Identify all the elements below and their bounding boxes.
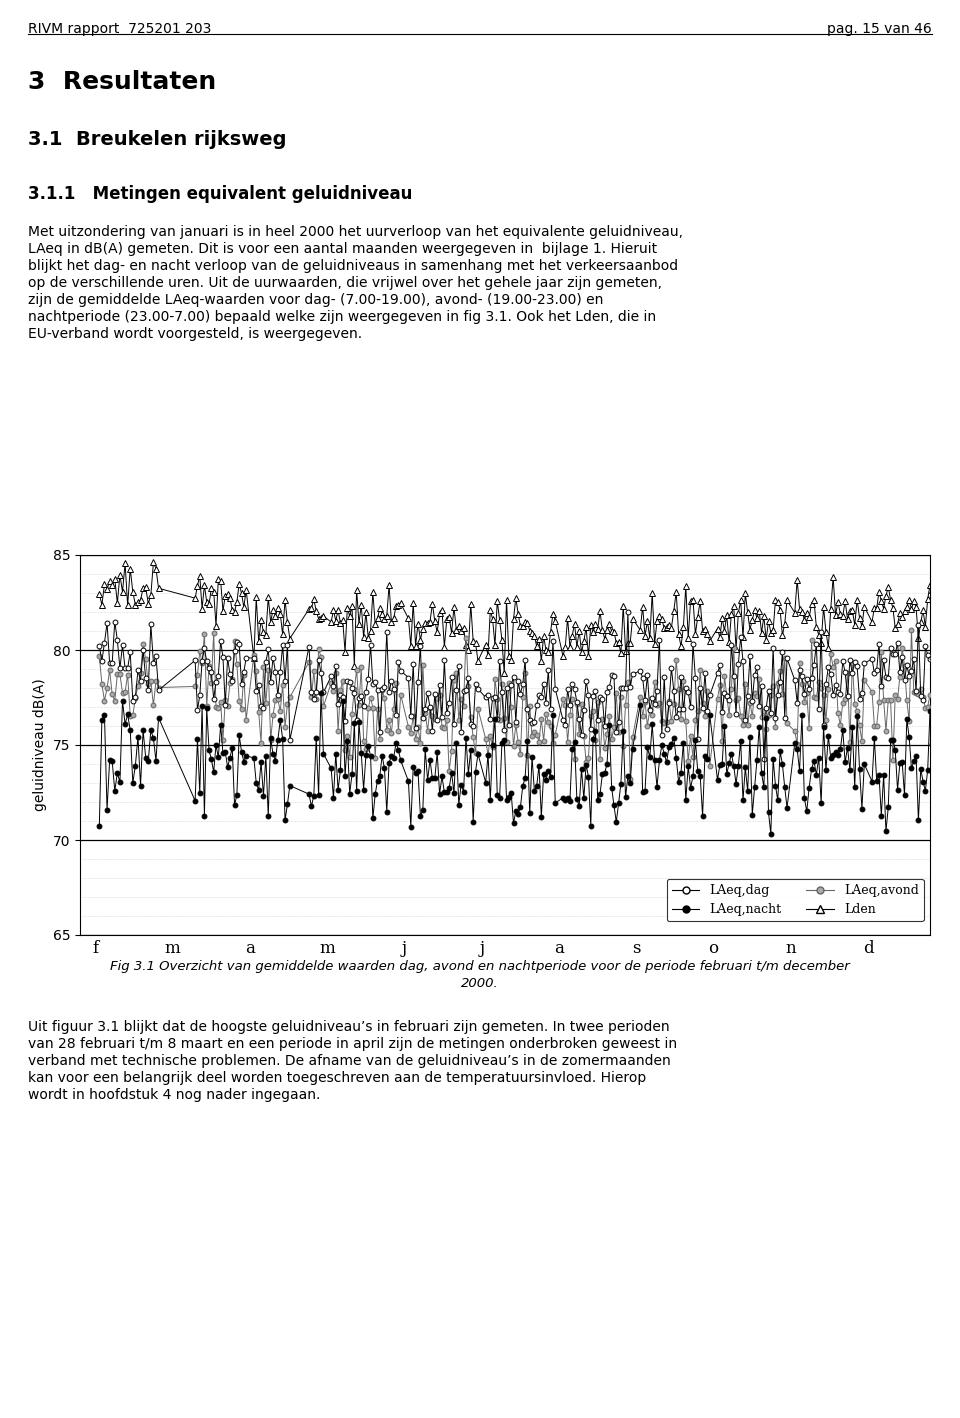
LAeq,nacht <box>908 753 920 770</box>
LAeq,nacht <box>635 696 646 713</box>
LAeq,nacht <box>315 685 326 702</box>
Text: 3  Resultaten: 3 Resultaten <box>28 69 216 94</box>
Lden <box>636 598 648 615</box>
Y-axis label: geluidniveau dB(A): geluidniveau dB(A) <box>33 679 47 811</box>
Text: 3.1.1   Metingen equivalent geluidniveau: 3.1.1 Metingen equivalent geluidniveau <box>28 184 413 203</box>
Text: wordt in hoofdstuk 4 nog nader ingegaan.: wordt in hoofdstuk 4 nog nader ingegaan. <box>28 1088 321 1102</box>
Lden <box>936 605 948 623</box>
LAeq,dag <box>93 638 105 655</box>
LAeq,nacht <box>683 757 694 774</box>
Text: kan voor een belangrijk deel worden toegeschreven aan de temperatuursinvloed. Hi: kan voor een belangrijk deel worden toeg… <box>28 1071 646 1085</box>
LAeq,nacht <box>583 769 594 786</box>
LAeq,dag <box>758 750 770 767</box>
LAeq,avond <box>635 688 646 705</box>
LAeq,dag <box>908 651 920 668</box>
Text: pag. 15 van 46: pag. 15 van 46 <box>828 23 932 35</box>
LAeq,nacht <box>936 727 948 744</box>
LAeq,avond <box>114 666 126 683</box>
Text: van 28 februari t/m 8 maart en een periode in april zijn de metingen onderbroken: van 28 februari t/m 8 maart en een perio… <box>28 1037 677 1051</box>
Lden <box>498 664 510 681</box>
Lden <box>908 593 920 610</box>
Line: LAeq,nacht: LAeq,nacht <box>97 691 944 837</box>
Text: EU-verband wordt voorgesteld, is weergegeven.: EU-verband wordt voorgesteld, is weergeg… <box>28 328 362 340</box>
Text: Uit figuur 3.1 blijkt dat de hoogste geluidniveau’s in februari zijn gemeten. In: Uit figuur 3.1 blijkt dat de hoogste gel… <box>28 1020 670 1034</box>
LAeq,avond <box>93 648 105 665</box>
Text: RIVM rapport  725201 203: RIVM rapport 725201 203 <box>28 23 211 35</box>
LAeq,avond <box>678 672 689 689</box>
LAeq,dag <box>622 604 634 621</box>
Lden <box>684 593 696 610</box>
Text: blijkt het dag- en nacht verloop van de geluidniveaus in samenhang met het verke: blijkt het dag- en nacht verloop van de … <box>28 259 678 274</box>
LAeq,nacht <box>93 818 105 835</box>
Line: LAeq,avond: LAeq,avond <box>97 628 944 781</box>
Line: Lden: Lden <box>96 559 945 676</box>
LAeq,dag <box>114 659 126 676</box>
Lden <box>680 577 691 594</box>
LAeq,dag <box>936 679 948 696</box>
LAeq,avond <box>908 683 920 700</box>
Text: LAeq in dB(A) gemeten. Dit is voor een aantal maanden weergegeven in  bijlage 1.: LAeq in dB(A) gemeten. Dit is voor een a… <box>28 242 658 257</box>
LAeq,avond <box>936 648 948 665</box>
LAeq,avond <box>683 753 694 770</box>
Lden <box>114 566 126 583</box>
Lden <box>93 586 105 603</box>
Line: LAeq,dag: LAeq,dag <box>97 610 944 761</box>
LAeq,avond <box>581 754 592 771</box>
LAeq,avond <box>624 770 636 787</box>
Text: op de verschillende uren. Uit de uurwaarden, die vrijwel over het gehele jaar zi: op de verschillende uren. Uit de uurwaar… <box>28 277 662 291</box>
LAeq,dag <box>635 662 646 679</box>
Lden <box>148 554 159 571</box>
LAeq,dag <box>581 672 592 689</box>
Text: Fig 3.1 Overzicht van gemiddelde waarden dag, avond en nachtperiode voor de peri: Fig 3.1 Overzicht van gemiddelde waarden… <box>110 960 850 973</box>
Lden <box>585 617 596 634</box>
Text: 2000.: 2000. <box>461 977 499 990</box>
LAeq,dag <box>678 700 689 718</box>
Text: verband met technische problemen. De afname van de geluidniveau’s in de zomermaa: verband met technische problemen. De afn… <box>28 1054 671 1068</box>
LAeq,nacht <box>678 735 689 752</box>
Text: 3.1  Breukelen rijksweg: 3.1 Breukelen rijksweg <box>28 130 286 149</box>
LAeq,nacht <box>114 774 126 791</box>
LAeq,dag <box>683 683 694 700</box>
Text: Met uitzondering van januari is in heel 2000 het uurverloop van het equivalente : Met uitzondering van januari is in heel … <box>28 225 683 240</box>
LAeq,avond <box>905 621 917 638</box>
Text: zijn de gemiddelde LAeq-waarden voor dag- (7.00-19.00), avond- (19.00-23.00) en: zijn de gemiddelde LAeq-waarden voor dag… <box>28 294 604 308</box>
Legend: LAeq,dag, LAeq,nacht, LAeq,avond, Lden: LAeq,dag, LAeq,nacht, LAeq,avond, Lden <box>667 879 924 922</box>
Text: nachtperiode (23.00-7.00) bepaald welke zijn weergegeven in fig 3.1. Ook het Lde: nachtperiode (23.00-7.00) bepaald welke … <box>28 311 656 323</box>
LAeq,nacht <box>765 825 777 842</box>
